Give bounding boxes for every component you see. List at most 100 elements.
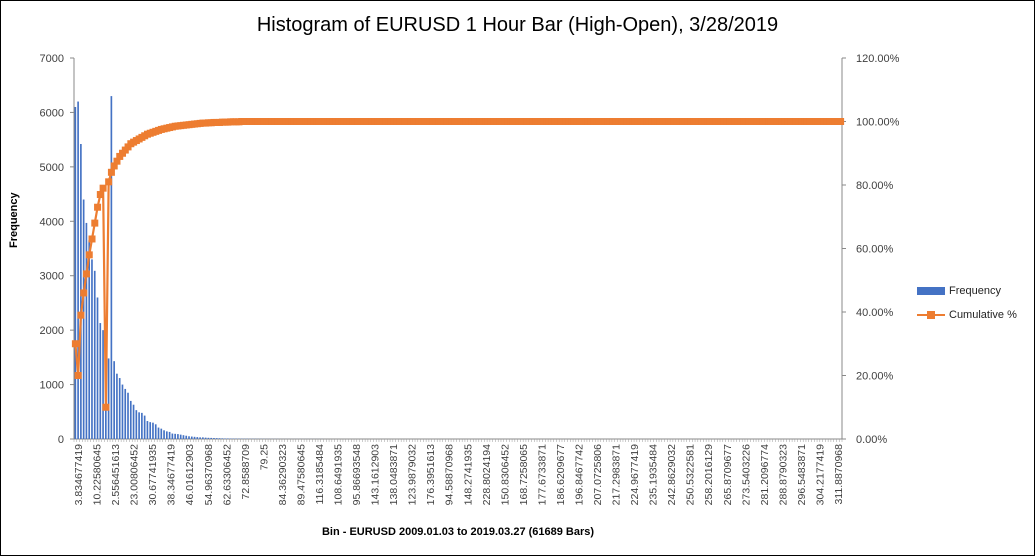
frequency-bar: [174, 433, 176, 439]
frequency-bar: [163, 430, 165, 439]
frequency-swatch-icon: [917, 287, 945, 295]
frequency-bar: [221, 438, 224, 439]
x-tick-label: 143.1612903: [370, 444, 382, 505]
x-tick-label: 138.0483871: [388, 444, 400, 505]
x-tick-label: 228.8024194: [481, 444, 493, 505]
frequency-bar: [213, 438, 215, 439]
legend-label: Cumulative %: [949, 309, 1017, 321]
x-tick-label: 94.58870968: [444, 444, 456, 505]
x-tick-label: 108.6491935: [333, 444, 345, 505]
frequency-bar: [141, 412, 143, 439]
x-tick-label: 72.8588709: [240, 444, 252, 500]
frequency-bar: [226, 438, 229, 439]
y2-tick-label: 0.00%: [856, 434, 887, 446]
x-tick-label: 176.3951613: [425, 444, 437, 505]
legend-item-cumulative: Cumulative %: [917, 303, 1017, 327]
frequency-bar: [193, 436, 196, 439]
frequency-bar: [179, 434, 182, 439]
frequency-bar: [207, 437, 210, 439]
x-tick-label: 89.47580645: [295, 444, 307, 505]
legend-label: Frequency: [949, 285, 1001, 297]
x-tick-label: 79.25: [258, 444, 270, 470]
frequency-bar: [168, 431, 171, 439]
frequency-bar: [88, 240, 91, 439]
cumulative-marker: [99, 184, 107, 192]
cumulative-marker: [102, 403, 110, 411]
frequency-bar: [99, 323, 102, 439]
y-tick-label: 3000: [40, 271, 64, 283]
frequency-bar: [82, 199, 85, 439]
cumulative-marker: [85, 251, 93, 259]
frequency-bar: [129, 400, 132, 439]
frequency-bar: [149, 422, 152, 439]
cumulative-marker: [110, 162, 118, 170]
frequency-bar: [177, 434, 179, 439]
frequency-bar: [171, 433, 174, 439]
legend-item-frequency: Frequency: [917, 279, 1017, 303]
frequency-bar: [77, 101, 79, 440]
x-tick-label: 62.63306452: [221, 444, 233, 505]
cumulative-marker: [88, 235, 96, 243]
cumulative-marker: [74, 372, 82, 379]
frequency-bar: [138, 412, 140, 439]
frequency-bar: [143, 415, 146, 439]
frequency-bar: [182, 435, 185, 439]
frequency-bar: [91, 259, 93, 439]
x-tick-label: 168.7258065: [518, 444, 530, 505]
frequency-bar: [146, 421, 149, 439]
y-tick-label: 1000: [40, 380, 64, 392]
x-tick-label: 186.6209677: [555, 444, 567, 505]
x-tick-label: 30.67741935: [147, 444, 159, 505]
frequency-bar: [157, 427, 160, 439]
x-tick-label: 148.2741935: [462, 444, 474, 505]
frequency-bar: [154, 424, 157, 439]
frequency-bar: [160, 428, 163, 439]
frequency-bar: [116, 373, 118, 439]
cumulative-line: [74, 120, 841, 408]
x-tick-label: 311.8870968: [833, 444, 845, 505]
x-tick-label: 273.5403226: [740, 444, 752, 505]
legend: Frequency Cumulative %: [917, 279, 1017, 327]
chart-title: Histogram of EURUSD 1 Hour Bar (High-Ope…: [256, 14, 779, 36]
cumulative-marker: [107, 168, 115, 176]
frequency-bar: [96, 297, 99, 439]
frequency-bar: [188, 436, 190, 439]
cumulative-marker: [113, 157, 121, 165]
x-tick-label: 296.5483871: [796, 444, 808, 505]
x-tick-label: 38.34677419: [166, 444, 178, 505]
y-tick-label: 2000: [40, 325, 64, 337]
x-tick-label: 281.2096774: [759, 444, 771, 505]
y2-tick-label: 80.00%: [856, 180, 894, 192]
x-tick-label: 150.8306452: [499, 444, 511, 505]
cumulative-marker: [105, 178, 113, 186]
y-tick-label: 0: [58, 434, 64, 446]
cumulative-swatch-icon: [917, 311, 945, 319]
x-tick-label: 224.9677419: [629, 444, 641, 505]
frequency-bar: [132, 404, 135, 439]
x-tick-label: 84.36290323: [277, 444, 289, 505]
cumulative-marker: [80, 289, 88, 297]
x-tick-label: 265.8709677: [722, 444, 734, 505]
frequency-bar: [165, 431, 168, 439]
x-tick-label: 250.5322581: [685, 444, 697, 505]
cumulative-marker: [91, 219, 99, 227]
x-tick-label: 235.1935484: [648, 444, 660, 505]
x-tick-label: 288.8790323: [777, 444, 789, 505]
frequency-bar: [202, 437, 204, 439]
frequency-bar: [74, 106, 77, 439]
frequency-bar: [215, 438, 218, 439]
frequency-bar: [85, 222, 88, 439]
frequency-bar: [113, 361, 115, 439]
y2-tick-label: 20.00%: [856, 371, 894, 383]
y2-tick-label: 40.00%: [856, 307, 894, 319]
frequency-bar: [118, 378, 121, 439]
x-tick-label: 116.3185484: [314, 444, 326, 505]
x-tick-label: 177.6733871: [536, 444, 548, 505]
cumulative-marker: [94, 203, 102, 211]
frequency-bar: [210, 437, 213, 439]
frequency-bar: [185, 435, 188, 439]
frequency-bar: [218, 438, 221, 439]
y2-tick-label: 60.00%: [856, 244, 894, 256]
